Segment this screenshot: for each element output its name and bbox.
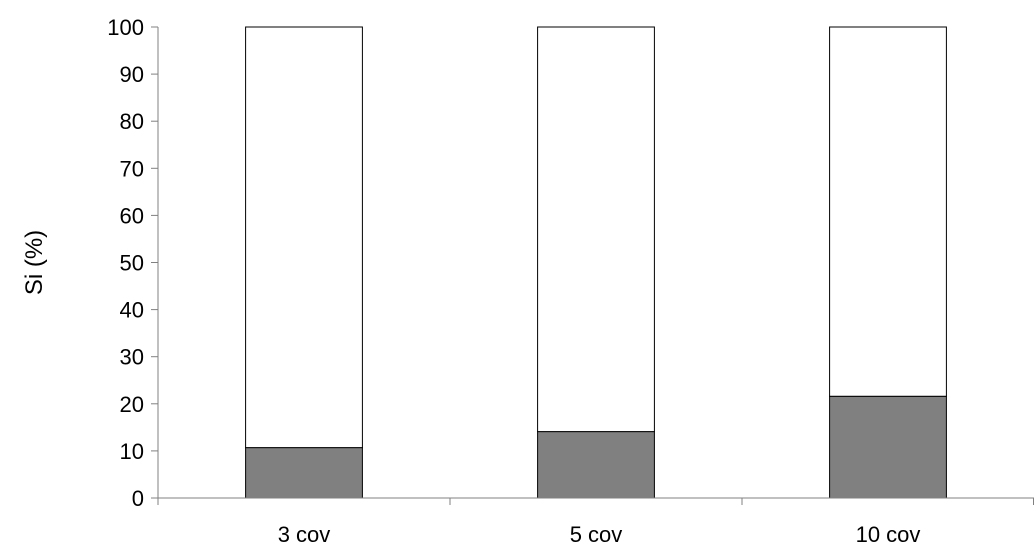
bar-segment-lower-2	[829, 395, 947, 499]
y-axis-ticks: 0 10 20 30 40 50 60 70 80 90 100	[107, 15, 1034, 511]
x-tick-label: 10 cov	[856, 522, 921, 547]
bars	[245, 26, 947, 499]
x-axis-labels: 3 cov 5 cov 10 cov	[278, 522, 921, 547]
x-tick-label: 3 cov	[278, 522, 331, 547]
y-tick-label: 40	[120, 298, 144, 323]
y-tick-label: 0	[132, 486, 144, 511]
bar-segment-lower-0	[245, 447, 363, 499]
y-tick-label: 60	[120, 203, 144, 228]
y-axis-title: Si (%)	[21, 230, 48, 295]
y-tick-label: 80	[120, 109, 144, 134]
y-tick-label: 70	[120, 156, 144, 181]
y-tick-label: 50	[120, 251, 144, 276]
bar-segment-lower-1	[537, 431, 655, 499]
x-tick-label: 5 cov	[570, 522, 623, 547]
bar-segment-upper-1	[537, 26, 655, 433]
y-tick-label: 30	[120, 345, 144, 370]
y-tick-label: 20	[120, 392, 144, 417]
y-tick-label: 90	[120, 62, 144, 87]
y-tick-label: 10	[120, 439, 144, 464]
y-tick-label: 100	[107, 15, 144, 40]
bar-segment-upper-2	[829, 26, 947, 397]
bar-segment-upper-0	[245, 26, 363, 449]
